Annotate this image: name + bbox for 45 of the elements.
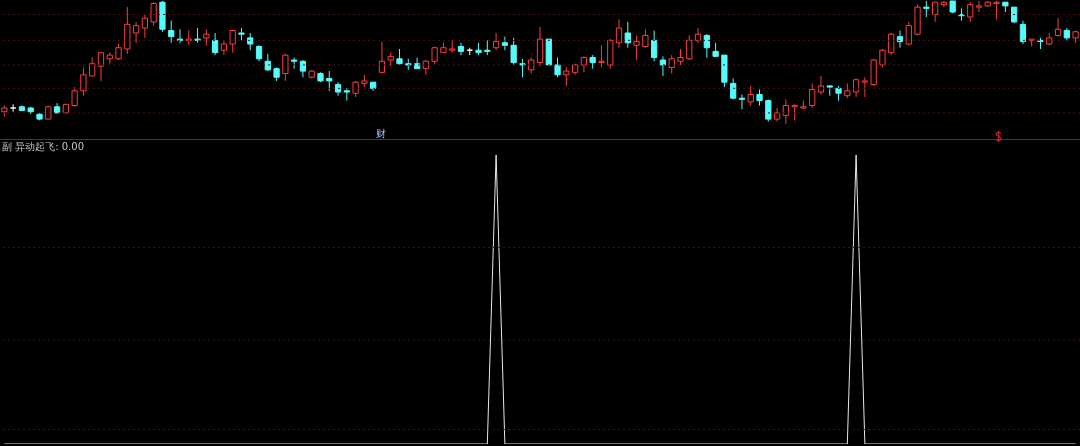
candlestick bbox=[651, 30, 658, 62]
candlestick bbox=[615, 18, 623, 49]
candlestick bbox=[747, 85, 754, 107]
candlestick bbox=[642, 28, 649, 49]
candlestick bbox=[686, 34, 693, 61]
candlestick bbox=[282, 53, 289, 82]
candlestick bbox=[536, 26, 544, 67]
candlestick bbox=[80, 66, 87, 97]
candlestick bbox=[817, 75, 825, 95]
candlestick bbox=[1054, 17, 1062, 38]
candlestick bbox=[510, 37, 517, 66]
candlestick bbox=[624, 21, 631, 49]
candlestick bbox=[738, 93, 746, 110]
candlestick bbox=[457, 42, 465, 56]
candlestick bbox=[598, 44, 605, 68]
candlestick bbox=[563, 66, 570, 87]
candlestick bbox=[782, 98, 789, 125]
candlestick bbox=[176, 28, 184, 44]
candlestick bbox=[852, 77, 860, 98]
candlestick bbox=[633, 34, 640, 61]
candlestick bbox=[809, 82, 816, 109]
candlestick bbox=[71, 86, 78, 108]
chart-title: 副 异动起飞: 0.00 bbox=[2, 141, 84, 152]
candlestick bbox=[501, 36, 509, 51]
candlestick bbox=[659, 55, 667, 77]
candlestick bbox=[89, 57, 96, 77]
candlestick bbox=[554, 57, 561, 78]
candlestick bbox=[896, 30, 904, 49]
candlestick bbox=[888, 32, 895, 56]
candlestick bbox=[694, 27, 702, 44]
candlestick bbox=[141, 14, 149, 39]
candlestick bbox=[97, 52, 105, 82]
candlestick bbox=[168, 20, 175, 44]
candlestick bbox=[861, 76, 869, 98]
candlestick bbox=[326, 70, 333, 92]
candlestick bbox=[291, 57, 298, 70]
candlestick bbox=[229, 30, 236, 54]
candlestick bbox=[1019, 20, 1027, 45]
candlestick bbox=[492, 32, 500, 51]
candlestick bbox=[879, 48, 886, 68]
candlestick bbox=[703, 33, 710, 59]
candlestick bbox=[132, 21, 140, 44]
text: 财 bbox=[376, 128, 386, 139]
candlestick bbox=[211, 32, 219, 56]
candlestick bbox=[519, 58, 526, 78]
